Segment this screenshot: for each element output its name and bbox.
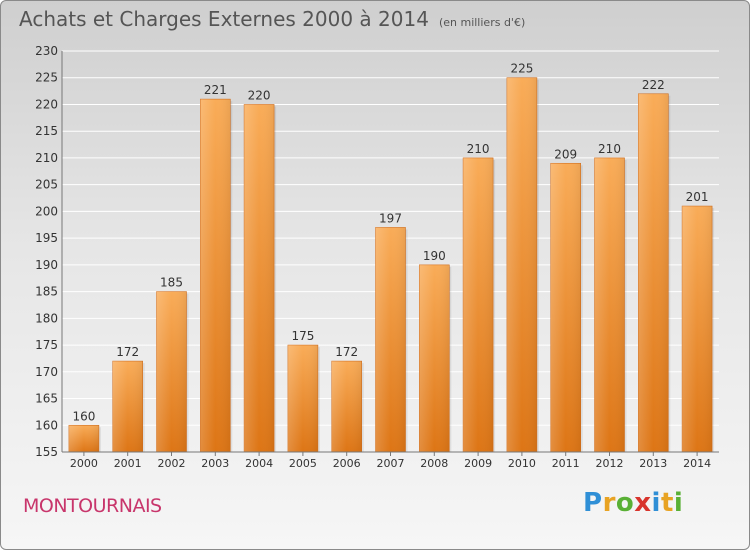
bar-highlight: [112, 361, 143, 452]
place-name: MONTOURNAIS: [23, 495, 162, 517]
bar-value-label-2002: 185: [160, 276, 183, 290]
bar-highlight: [682, 206, 713, 452]
bar-value-label-2005: 175: [291, 329, 314, 343]
bar-value-label-2014: 201: [686, 190, 709, 204]
y-tick-label: 215: [35, 124, 58, 138]
bar-highlight: [68, 425, 99, 452]
x-tick-label-2002: 2002: [158, 457, 186, 470]
bar-value-label-2000: 160: [72, 409, 95, 423]
y-tick-label: 175: [35, 338, 58, 352]
x-tick-label-2005: 2005: [289, 457, 317, 470]
y-tick-label: 210: [35, 151, 58, 165]
bar-highlight: [506, 77, 537, 452]
y-tick-label: 200: [35, 204, 58, 218]
y-tick-label: 180: [35, 311, 58, 325]
bar-value-label-2004: 220: [248, 88, 271, 102]
bar-highlight: [244, 104, 275, 452]
x-tick-label-2004: 2004: [245, 457, 273, 470]
bar-highlight: [200, 99, 231, 453]
bar-value-label-2003: 221: [204, 83, 227, 97]
bar-value-label-2007: 197: [379, 211, 402, 225]
y-tick-label: 190: [35, 258, 58, 272]
bar-highlight: [463, 157, 494, 452]
bar-highlight: [594, 157, 625, 452]
chart-subtitle: (en milliers d'€): [438, 16, 526, 29]
y-tick-label: 205: [35, 178, 58, 192]
y-tick-label: 220: [35, 97, 58, 111]
proxiti-logo: Proxiti: [583, 488, 684, 518]
y-tick-label: 160: [35, 418, 58, 432]
bar-chart: 160 172 185 221 220 175 172 197 190 210 225 209 210 2…: [35, 44, 719, 470]
x-tick-label-2012: 2012: [596, 457, 624, 470]
bar-value-label-2011: 209: [554, 147, 577, 161]
bar-highlight: [375, 227, 406, 452]
y-tick-label: 195: [35, 231, 58, 245]
y-tick-label: 165: [35, 392, 58, 406]
bar-value-label-2001: 172: [116, 345, 139, 359]
bar-value-label-2013: 222: [642, 78, 665, 92]
chart-title-row: Achats et Charges Externes 2000 à 2014 (e…: [19, 7, 525, 31]
x-tick-label-2000: 2000: [70, 457, 98, 470]
x-tick-label-2008: 2008: [420, 457, 448, 470]
x-tick-label-2010: 2010: [508, 457, 536, 470]
bar-value-label-2008: 190: [423, 249, 446, 263]
bar-highlight: [287, 345, 318, 452]
bar-highlight: [550, 163, 581, 452]
bar-value-label-2010: 225: [510, 62, 533, 76]
x-tick-label-2013: 2013: [639, 457, 667, 470]
x-tick-label-2003: 2003: [201, 457, 229, 470]
bar-value-label-2012: 210: [598, 142, 621, 156]
bar-highlight: [419, 264, 450, 452]
chart-title: Achats et Charges Externes 2000 à 2014: [19, 7, 429, 31]
x-tick-label-2009: 2009: [464, 457, 492, 470]
x-tick-label-2007: 2007: [377, 457, 405, 470]
x-tick-label-2011: 2011: [552, 457, 580, 470]
x-tick-label-2001: 2001: [114, 457, 142, 470]
y-tick-label: 225: [35, 71, 58, 85]
bar-value-label-2009: 210: [467, 142, 490, 156]
x-tick-label-2006: 2006: [333, 457, 361, 470]
bar-highlight: [156, 291, 187, 452]
y-tick-label: 170: [35, 365, 58, 379]
y-tick-label: 155: [35, 445, 58, 459]
bar-value-label-2006: 172: [335, 345, 358, 359]
bar-highlight: [638, 93, 669, 453]
y-tick-label: 185: [35, 285, 58, 299]
bar-highlight: [331, 361, 362, 452]
y-tick-label: 230: [35, 44, 58, 58]
x-tick-label-2014: 2014: [683, 457, 711, 470]
